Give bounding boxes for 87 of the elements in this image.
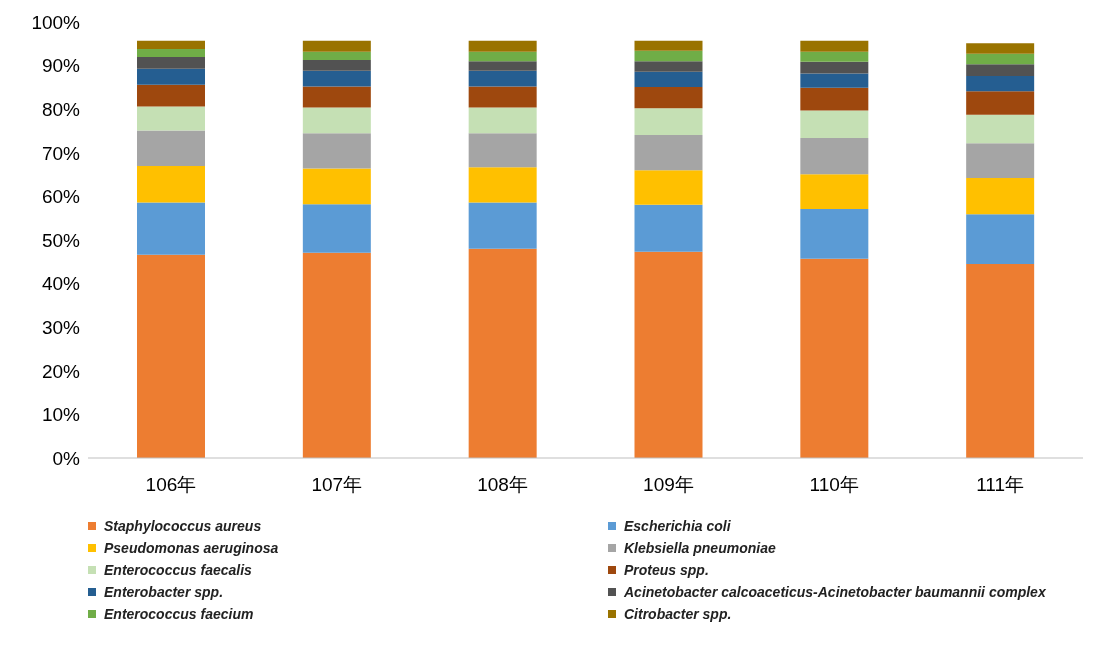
bar [468, 61, 537, 71]
y-tick-label: 30% [41, 316, 81, 338]
x-tick-label: 111年 [976, 474, 1025, 496]
x-tick-label: 110年 [809, 474, 859, 496]
legend-label: Klebsiella pneumoniae [624, 540, 776, 556]
bar [966, 76, 1035, 92]
bar [137, 84, 205, 107]
bar [634, 61, 703, 72]
legend-label: Staphylococcus aureus [104, 518, 262, 534]
y-tick-label: 20% [41, 360, 81, 382]
y-tick-label: 100% [31, 11, 81, 33]
bar [800, 174, 869, 210]
bar [800, 40, 869, 52]
x-tick-label: 107年 [311, 474, 363, 496]
bar [634, 251, 703, 458]
y-tick-label: 40% [41, 273, 81, 295]
bar [302, 252, 371, 458]
bar [634, 86, 703, 109]
bar [137, 49, 205, 57]
bar [468, 107, 537, 134]
bar [966, 43, 1035, 54]
bar [468, 86, 537, 108]
bar [800, 110, 869, 138]
bar [966, 53, 1035, 65]
y-tick-label: 80% [41, 98, 81, 120]
legend-label: Escherichia coli [624, 518, 731, 534]
y-tick-label: 70% [41, 142, 81, 164]
x-tick-label: 109年 [643, 474, 694, 496]
bar [302, 86, 371, 108]
legend-label: Enterococcus faecium [104, 606, 254, 622]
bar [634, 170, 703, 205]
bar [302, 133, 371, 169]
bar [800, 258, 869, 458]
bar [468, 248, 537, 458]
bar [137, 165, 205, 203]
bar [966, 214, 1035, 264]
bar [468, 70, 537, 87]
bar [468, 40, 537, 52]
bar [966, 64, 1035, 77]
bar [137, 202, 205, 255]
bar [634, 71, 703, 87]
bar [468, 167, 537, 203]
y-tick-label: 10% [41, 404, 81, 426]
bar [468, 202, 537, 249]
bar [137, 68, 205, 85]
y-tick-label: 0% [52, 447, 81, 469]
bar [468, 51, 537, 62]
bar [966, 178, 1035, 215]
bar [302, 51, 371, 60]
legend-label: Proteus spp. [624, 562, 709, 578]
bar [302, 204, 371, 253]
bar [302, 59, 371, 71]
bar [800, 73, 869, 88]
bar [302, 40, 371, 52]
legend-label: Acinetobacter calcoaceticus-Acinetobacter baumannii complex [624, 584, 1046, 600]
bar [800, 87, 869, 111]
bar [137, 130, 205, 166]
bar [966, 143, 1035, 179]
bar [966, 91, 1035, 115]
bar [137, 254, 205, 458]
bar [302, 70, 371, 87]
bar [302, 168, 371, 205]
bar [800, 51, 869, 62]
bar [137, 56, 205, 69]
bar [634, 40, 703, 51]
x-tick-label: 106年 [145, 474, 197, 496]
legend-label: Enterococcus faecalis [104, 562, 252, 578]
y-tick-label: 90% [41, 55, 81, 77]
bar [137, 106, 205, 131]
legend-label: Citrobacter spp. [624, 606, 732, 622]
y-tick-label: 50% [41, 229, 81, 251]
bar [800, 137, 869, 175]
bar [468, 133, 537, 168]
bar [634, 204, 703, 252]
x-tick-label: 108年 [477, 474, 528, 496]
bar [634, 108, 703, 135]
bar [302, 107, 371, 134]
bar [634, 50, 703, 62]
bar [137, 40, 205, 50]
legend-label: Pseudomonas aeruginosa [104, 540, 279, 556]
bar [966, 263, 1035, 458]
bar [800, 61, 869, 74]
bar [634, 134, 703, 171]
legend-label: Enterobacter spp. [104, 584, 224, 600]
bar [966, 114, 1035, 144]
bar [800, 209, 869, 259]
y-tick-label: 60% [41, 186, 81, 208]
